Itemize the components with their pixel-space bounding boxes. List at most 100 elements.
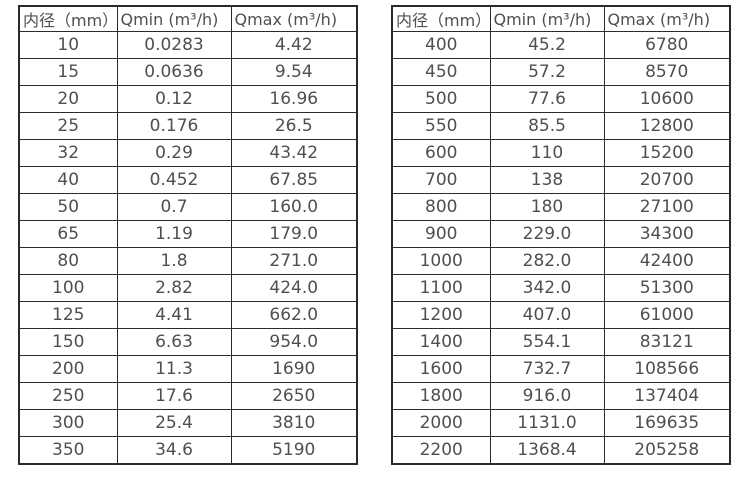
qmin-cell: 0.452 xyxy=(116,166,232,194)
diameter-cell: 20 xyxy=(18,85,118,113)
table-row: 450 57.2 8570 xyxy=(391,58,731,86)
table-body: 10 0.0283 4.42 15 0.0636 9.54 20 0.12 16.96 25 0.1… xyxy=(18,31,358,465)
qmax-cell: 137404 xyxy=(603,382,731,410)
qmax-cell: 179.0 xyxy=(230,220,358,248)
qmax-cell: 108566 xyxy=(603,355,731,383)
diameter-cell: 700 xyxy=(391,166,491,194)
qmax-cell: 10600 xyxy=(603,85,731,113)
table-row: 15 0.0636 9.54 xyxy=(18,58,358,86)
qmax-cell: 5190 xyxy=(230,436,358,465)
table-row: 65 1.19 179.0 xyxy=(18,220,358,248)
diameter-cell: 450 xyxy=(391,58,491,86)
qmax-cell: 6780 xyxy=(603,31,731,59)
diameter-cell: 350 xyxy=(18,436,118,465)
qmin-cell: 1368.4 xyxy=(489,436,605,465)
flow-table-small-diameters: 内径（mm） Qmin (m³/h) Qmax (m³/h) 10 0.0283 4… xyxy=(18,5,358,465)
qmax-cell: 4.42 xyxy=(230,31,358,59)
diameter-cell: 10 xyxy=(18,31,118,59)
table-row: 250 17.6 2650 xyxy=(18,382,358,410)
table-row: 200 11.3 1690 xyxy=(18,355,358,383)
qmin-cell: 17.6 xyxy=(116,382,232,410)
table-row: 2200 1368.4 205258 xyxy=(391,436,731,465)
qmax-cell: 26.5 xyxy=(230,112,358,140)
diameter-cell: 1100 xyxy=(391,274,491,302)
diameter-cell: 600 xyxy=(391,139,491,167)
qmin-cell: 180 xyxy=(489,193,605,221)
flow-table-large-diameters: 内径（mm） Qmin (m³/h) Qmax (m³/h) 400 45.2 67… xyxy=(391,5,731,465)
qmax-cell: 8570 xyxy=(603,58,731,86)
col-header-qmin: Qmin (m³/h) xyxy=(116,5,232,32)
table-row: 700 138 20700 xyxy=(391,166,731,194)
diameter-cell: 100 xyxy=(18,274,118,302)
qmin-cell: 11.3 xyxy=(116,355,232,383)
table-row: 1200 407.0 61000 xyxy=(391,301,731,329)
qmax-cell: 43.42 xyxy=(230,139,358,167)
table-row: 600 110 15200 xyxy=(391,139,731,167)
diameter-cell: 800 xyxy=(391,193,491,221)
qmin-cell: 0.29 xyxy=(116,139,232,167)
qmin-cell: 110 xyxy=(489,139,605,167)
table-row: 10 0.0283 4.42 xyxy=(18,31,358,59)
qmin-cell: 45.2 xyxy=(489,31,605,59)
qmin-cell: 0.7 xyxy=(116,193,232,221)
qmin-cell: 407.0 xyxy=(489,301,605,329)
col-header-qmax: Qmax (m³/h) xyxy=(603,5,731,32)
qmin-cell: 0.176 xyxy=(116,112,232,140)
qmax-cell: 954.0 xyxy=(230,328,358,356)
diameter-cell: 1800 xyxy=(391,382,491,410)
qmin-cell: 6.63 xyxy=(116,328,232,356)
header-row: 内径（mm） Qmin (m³/h) Qmax (m³/h) xyxy=(18,5,358,32)
diameter-cell: 1600 xyxy=(391,355,491,383)
diameter-cell: 25 xyxy=(18,112,118,140)
qmin-cell: 732.7 xyxy=(489,355,605,383)
qmin-cell: 0.0636 xyxy=(116,58,232,86)
diameter-cell: 1400 xyxy=(391,328,491,356)
qmax-cell: 2650 xyxy=(230,382,358,410)
diameter-cell: 550 xyxy=(391,112,491,140)
table-row: 2000 1131.0 169635 xyxy=(391,409,731,437)
table-row: 20 0.12 16.96 xyxy=(18,85,358,113)
diameter-cell: 2200 xyxy=(391,436,491,465)
diameter-cell: 900 xyxy=(391,220,491,248)
qmax-cell: 20700 xyxy=(603,166,731,194)
qmax-cell: 3810 xyxy=(230,409,358,437)
qmin-cell: 4.41 xyxy=(116,301,232,329)
qmax-cell: 662.0 xyxy=(230,301,358,329)
diameter-cell: 1000 xyxy=(391,247,491,275)
qmax-cell: 9.54 xyxy=(230,58,358,86)
diameter-cell: 15 xyxy=(18,58,118,86)
table-row: 400 45.2 6780 xyxy=(391,31,731,59)
table-row: 350 34.6 5190 xyxy=(18,436,358,465)
qmin-cell: 0.12 xyxy=(116,85,232,113)
qmin-cell: 1.19 xyxy=(116,220,232,248)
col-header-diameter: 内径（mm） xyxy=(18,5,118,32)
qmax-cell: 271.0 xyxy=(230,247,358,275)
qmin-cell: 138 xyxy=(489,166,605,194)
diameter-cell: 32 xyxy=(18,139,118,167)
table-row: 1000 282.0 42400 xyxy=(391,247,731,275)
table-row: 500 77.6 10600 xyxy=(391,85,731,113)
table-row: 40 0.452 67.85 xyxy=(18,166,358,194)
table-row: 550 85.5 12800 xyxy=(391,112,731,140)
table-row: 50 0.7 160.0 xyxy=(18,193,358,221)
table-row: 125 4.41 662.0 xyxy=(18,301,358,329)
table-row: 80 1.8 271.0 xyxy=(18,247,358,275)
qmin-cell: 85.5 xyxy=(489,112,605,140)
qmax-cell: 51300 xyxy=(603,274,731,302)
table-row: 900 229.0 34300 xyxy=(391,220,731,248)
col-header-qmin: Qmin (m³/h) xyxy=(489,5,605,32)
diameter-cell: 250 xyxy=(18,382,118,410)
table-row: 25 0.176 26.5 xyxy=(18,112,358,140)
col-header-diameter: 内径（mm） xyxy=(391,5,491,32)
table-body: 400 45.2 6780 450 57.2 8570 500 77.6 10600 550 85.… xyxy=(391,31,731,465)
diameter-cell: 80 xyxy=(18,247,118,275)
table-row: 1600 732.7 108566 xyxy=(391,355,731,383)
table-row: 100 2.82 424.0 xyxy=(18,274,358,302)
qmin-cell: 0.0283 xyxy=(116,31,232,59)
qmin-cell: 25.4 xyxy=(116,409,232,437)
qmin-cell: 77.6 xyxy=(489,85,605,113)
qmax-cell: 67.85 xyxy=(230,166,358,194)
diameter-cell: 1200 xyxy=(391,301,491,329)
diameter-cell: 200 xyxy=(18,355,118,383)
qmin-cell: 554.1 xyxy=(489,328,605,356)
